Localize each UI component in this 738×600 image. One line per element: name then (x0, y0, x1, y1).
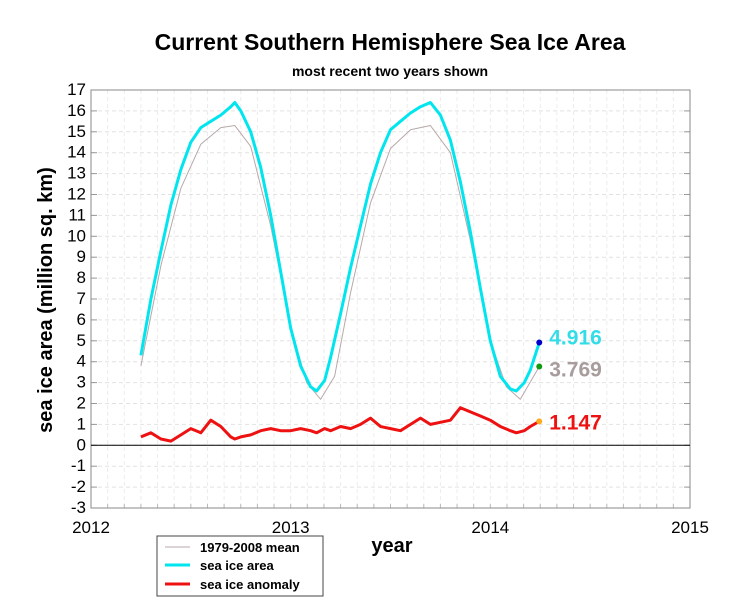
y-tick-label: 15 (67, 122, 86, 141)
latest-value-label: 3.769 (549, 359, 602, 382)
x-tick-label: 2014 (471, 518, 509, 537)
y-tick-label: 14 (67, 143, 86, 162)
legend: 1979-2008 mean sea ice area sea ice anom… (156, 535, 324, 597)
y-tick-label: 11 (68, 205, 86, 224)
y-tick-label: 6 (77, 310, 86, 329)
x-axis-label: year (371, 535, 412, 557)
y-tick-label: 10 (67, 226, 86, 245)
y-tick-label: 8 (77, 268, 86, 287)
y-tick-label: -2 (71, 477, 86, 496)
latest-value-label: 1.147 (549, 411, 602, 434)
y-tick-label: 17 (67, 80, 86, 99)
x-tick-label: 2012 (72, 518, 110, 537)
y-axis-label: sea ice area (million sq. km) (35, 167, 57, 433)
y-tick-label: 1 (77, 414, 86, 433)
latest-point-latest-area (536, 339, 543, 346)
y-tick-label: 4 (77, 352, 86, 371)
y-tick-label: -1 (71, 456, 86, 475)
plot-frame (90, 89, 691, 509)
chart-title: Current Southern Hemisphere Sea Ice Area (155, 29, 626, 55)
series-line-sea-ice-anomaly (140, 406, 541, 443)
x-tick-label: 2013 (272, 518, 310, 537)
y-tick-label: 3 (77, 373, 86, 392)
legend-label-anomaly: sea ice anomaly (200, 577, 300, 592)
legend-label-mean: 1979-2008 mean (200, 540, 300, 555)
y-tick-label: 7 (77, 289, 86, 308)
y-tick-label: 13 (67, 164, 86, 183)
latest-point-latest-anomaly (536, 418, 543, 425)
series-line-sea-ice-area (139, 101, 541, 393)
latest-value-label: 4.916 (549, 327, 602, 350)
chart-subtitle: most recent two years shown (292, 63, 488, 79)
y-tick-label: 16 (67, 101, 86, 120)
legend-label-area: sea ice area (200, 558, 275, 573)
y-tick-label: 12 (67, 185, 86, 204)
latest-point-latest-mean (536, 363, 543, 370)
x-tick-label: 2015 (671, 518, 709, 537)
y-tick-label: 5 (77, 331, 86, 350)
y-tick-label: -3 (71, 498, 86, 517)
y-tick-label: 2 (77, 394, 86, 413)
y-tick-label: 9 (77, 247, 86, 266)
y-tick-label: 0 (77, 435, 86, 454)
